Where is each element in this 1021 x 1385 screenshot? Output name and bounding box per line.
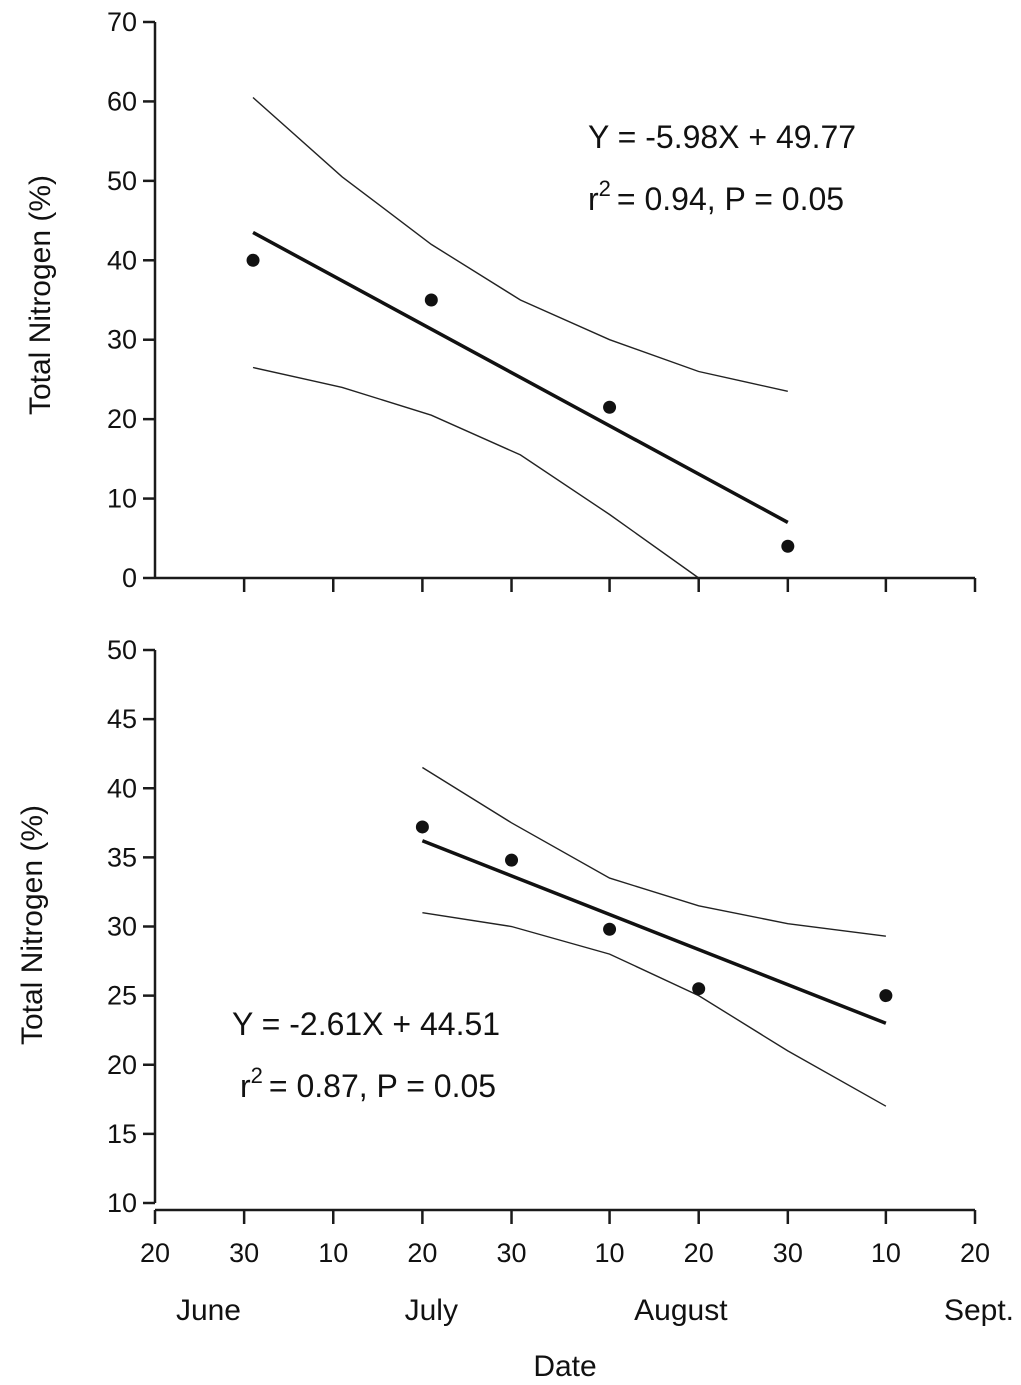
y-tick-label: 50 [107,635,137,665]
x-tick-label: 10 [595,1238,625,1268]
y-tick-label: 35 [107,842,137,872]
y-tick-label: 50 [107,166,137,196]
regression-equation: Y = -5.98X + 49.77 [588,119,856,155]
r-squared-value: = 0.94, P = 0.05 [617,181,844,217]
y-axis-title: Total Nitrogen (%) [16,805,49,1045]
data-point [603,922,617,936]
y-tick-label: 20 [107,1050,137,1080]
y-tick-label: 25 [107,981,137,1011]
data-point [424,293,438,307]
y-tick-label: 45 [107,704,137,734]
data-point [505,853,519,867]
x-tick-label: 30 [229,1238,259,1268]
y-tick-label: 70 [107,7,137,37]
x-axis-title: Date [533,1350,596,1383]
r-symbol: r [588,181,599,217]
confidence-upper-line [422,766,886,937]
x-tick-label: 20 [407,1238,437,1268]
month-label: August [634,1294,728,1327]
month-label: Sept. [944,1294,1014,1327]
data-point [603,400,617,414]
x-tick-label: 20 [140,1238,170,1268]
y-tick-label: 15 [107,1119,137,1149]
y-tick-label: 20 [107,404,137,434]
r-symbol: r [240,1068,251,1104]
r-superscript: 2 [599,176,611,201]
x-tick-label: 30 [773,1238,803,1268]
r-superscript: 2 [251,1063,263,1088]
x-tick-label: 10 [318,1238,348,1268]
x-tick-label: 20 [684,1238,714,1268]
data-point [879,989,893,1003]
y-tick-label: 40 [107,773,137,803]
y-tick-label: 10 [107,1188,137,1218]
x-tick-label: 30 [496,1238,526,1268]
y-tick-label: 40 [107,245,137,275]
month-label: July [405,1294,458,1327]
regression-equation: Y = -2.61X + 44.51 [232,1006,500,1042]
data-point [692,982,706,996]
y-tick-label: 30 [107,912,137,942]
y-tick-label: 60 [107,86,137,116]
month-label: June [176,1294,241,1327]
x-tick-label: 10 [871,1238,901,1268]
regression-stats: r2 = 0.87, P = 0.05 [240,1063,496,1104]
regression-stats: r2 = 0.94, P = 0.05 [588,176,844,217]
y-tick-label: 30 [107,325,137,355]
x-tick-label: 20 [960,1238,990,1268]
confidence-lower-line [252,366,700,579]
panel-bottom: 10 15 20 25 30 35 40 45 50 Total Nitrogen (%) 20 30… [16,635,1014,1383]
regression-line [252,230,789,524]
y-tick-label: 10 [107,484,137,514]
data-point [415,820,429,834]
y-axis-title: Total Nitrogen (%) [24,175,57,415]
confidence-upper-line [252,96,788,392]
r-squared-value: = 0.87, P = 0.05 [269,1068,496,1104]
panel-top: 0 10 20 30 40 50 60 70 Total Nitrogen (%) Y = -5.… [24,7,977,593]
data-point [246,253,260,267]
regression-line [421,839,887,1025]
y-tick-label: 0 [122,563,137,593]
confidence-lower-line [422,912,887,1107]
data-point [781,539,795,553]
